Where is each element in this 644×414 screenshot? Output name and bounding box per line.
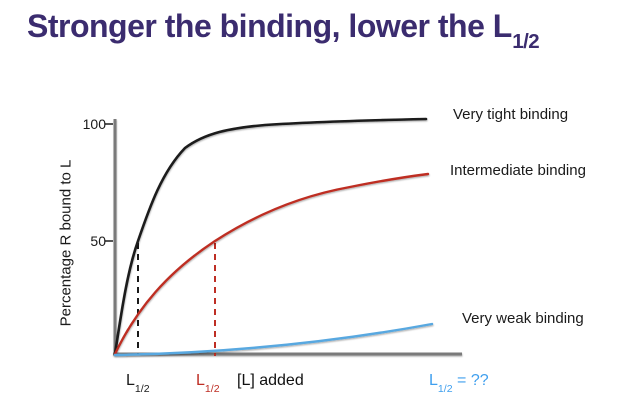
page-title: Stronger the binding, lower the L1/2 [27, 8, 540, 52]
lhalf-label-intermediate-base: L [196, 372, 205, 389]
curve-label-very-tight-binding: Very tight binding [453, 106, 569, 123]
intermediate-binding-curve [113, 172, 430, 356]
y-tick-label-50: 50 [90, 233, 106, 249]
lhalf-label-tight: L1/2 [126, 372, 150, 394]
y-tick-label-100: 100 [82, 116, 106, 132]
lhalf-label-weak-suffix: = ?? [452, 372, 489, 389]
lhalf-label-tight-base: L [126, 372, 135, 389]
lhalf-label-weak-sub: 1/2 [437, 382, 453, 395]
very-weak-binding-curve [113, 322, 434, 357]
lhalf-label-weak-base: L [429, 372, 438, 389]
lhalf-label-intermediate-sub: 1/2 [204, 382, 220, 395]
y-axis-label: Percentage R bound to L [57, 159, 75, 327]
page-title-subscript: 1/2 [512, 30, 540, 54]
lhalf-label-tight-sub: 1/2 [134, 382, 150, 395]
lhalf-label-intermediate: L1/2 [196, 372, 220, 394]
page-title-text: Stronger the binding, lower the L [27, 8, 512, 44]
curve-label-very-weak-binding: Very weak binding [462, 310, 584, 327]
very-tight-binding-curve [113, 117, 428, 356]
lhalf-label-weak-unknown: L1/2 = ?? [429, 372, 489, 394]
curve-label-intermediate-binding: Intermediate binding [450, 162, 586, 179]
x-axis-label: [L] added [237, 372, 304, 389]
